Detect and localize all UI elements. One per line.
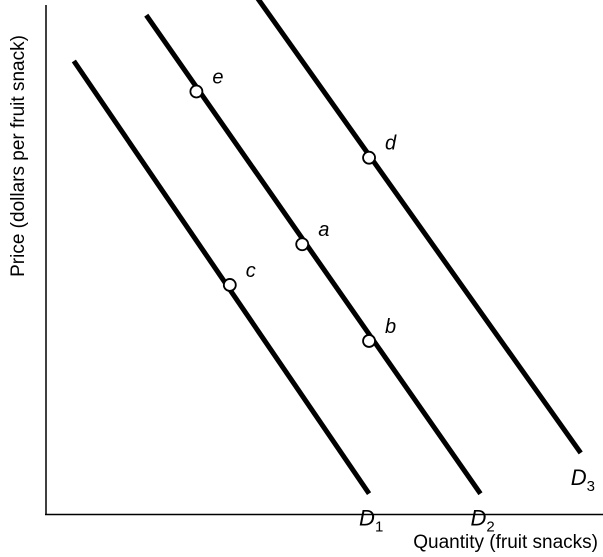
y-axis-label: Price (dollars per fruit snack)	[8, 35, 29, 277]
point-markers	[189, 84, 376, 348]
curve-label-d3: D3	[571, 465, 595, 495]
point-label-b: b	[385, 316, 396, 338]
demand-curves	[71, 0, 583, 496]
point-marker-e	[189, 84, 204, 99]
point-marker-d	[362, 150, 376, 165]
curve-d3	[255, 0, 583, 455]
point-label-d: d	[385, 133, 397, 155]
demand-curve-labels: D1 D2 D3	[359, 465, 595, 536]
point-label-a: a	[318, 219, 329, 241]
point-labels: e a b c d	[212, 67, 397, 338]
curve-d1	[71, 59, 372, 496]
point-marker-c	[222, 278, 237, 292]
point-label-e: e	[212, 67, 223, 89]
x-axis-label: Quantity (fruit snacks)	[413, 532, 598, 553]
point-label-c: c	[246, 260, 256, 282]
point-marker-b	[362, 334, 376, 348]
point-marker-a	[295, 237, 310, 252]
curve-label-d2: D2	[470, 506, 494, 536]
curve-label-d1: D1	[359, 506, 383, 536]
